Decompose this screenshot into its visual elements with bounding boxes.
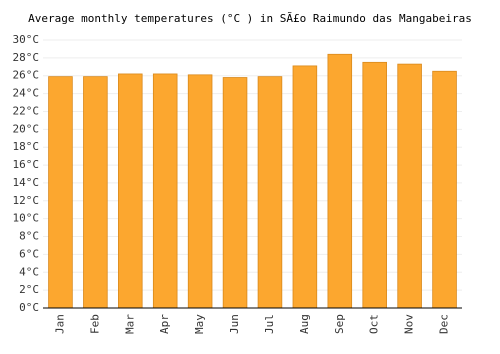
bar [397, 63, 422, 309]
x-tick-label: Mar [123, 314, 136, 334]
y-tick-label: 24°C [13, 87, 40, 100]
bar [362, 61, 387, 309]
x-tick-label: May [193, 314, 206, 334]
y-tick-label: 16°C [13, 158, 40, 171]
x-tick-label: Sep [333, 314, 346, 334]
x-tick-label: Oct [368, 314, 381, 334]
x-tick-label: Aug [298, 314, 311, 334]
y-tick-label: 8°C [19, 230, 39, 243]
bar [152, 73, 178, 309]
x-tick-label: Jul [263, 314, 276, 334]
y-tick-label: 30°C [13, 33, 40, 46]
bar [292, 65, 318, 309]
x-tick-label: Feb [88, 314, 101, 334]
y-tick-label: 22°C [13, 104, 40, 117]
bar [432, 70, 457, 309]
y-tick-label: 28°C [13, 51, 40, 64]
bar [327, 53, 353, 309]
y-tick-label: 0°C [19, 301, 39, 314]
y-tick-label: 2°C [19, 283, 39, 296]
y-tick-label: 6°C [19, 247, 39, 260]
y-tick-label: 10°C [13, 212, 40, 225]
x-tick-label: Nov [403, 314, 416, 334]
bar [83, 76, 108, 309]
y-tick-label: 14°C [13, 176, 40, 189]
x-tick-label: Jun [228, 314, 241, 334]
x-tick-label: Dec [438, 314, 451, 334]
bar [187, 74, 213, 309]
y-tick-label: 20°C [13, 122, 40, 135]
bar [222, 77, 248, 309]
chart-title: Average monthly temperatures (°C ) in SÃ… [28, 12, 472, 25]
y-tick-label: 26°C [13, 69, 40, 82]
y-tick-label: 18°C [13, 140, 40, 153]
y-tick-label: 12°C [13, 194, 40, 207]
x-tick-label: Apr [158, 314, 171, 334]
bar [118, 73, 143, 309]
y-tick-label: 4°C [19, 265, 39, 278]
x-tick-label: Jan [53, 314, 66, 334]
bar [257, 76, 283, 309]
bar [48, 76, 73, 309]
